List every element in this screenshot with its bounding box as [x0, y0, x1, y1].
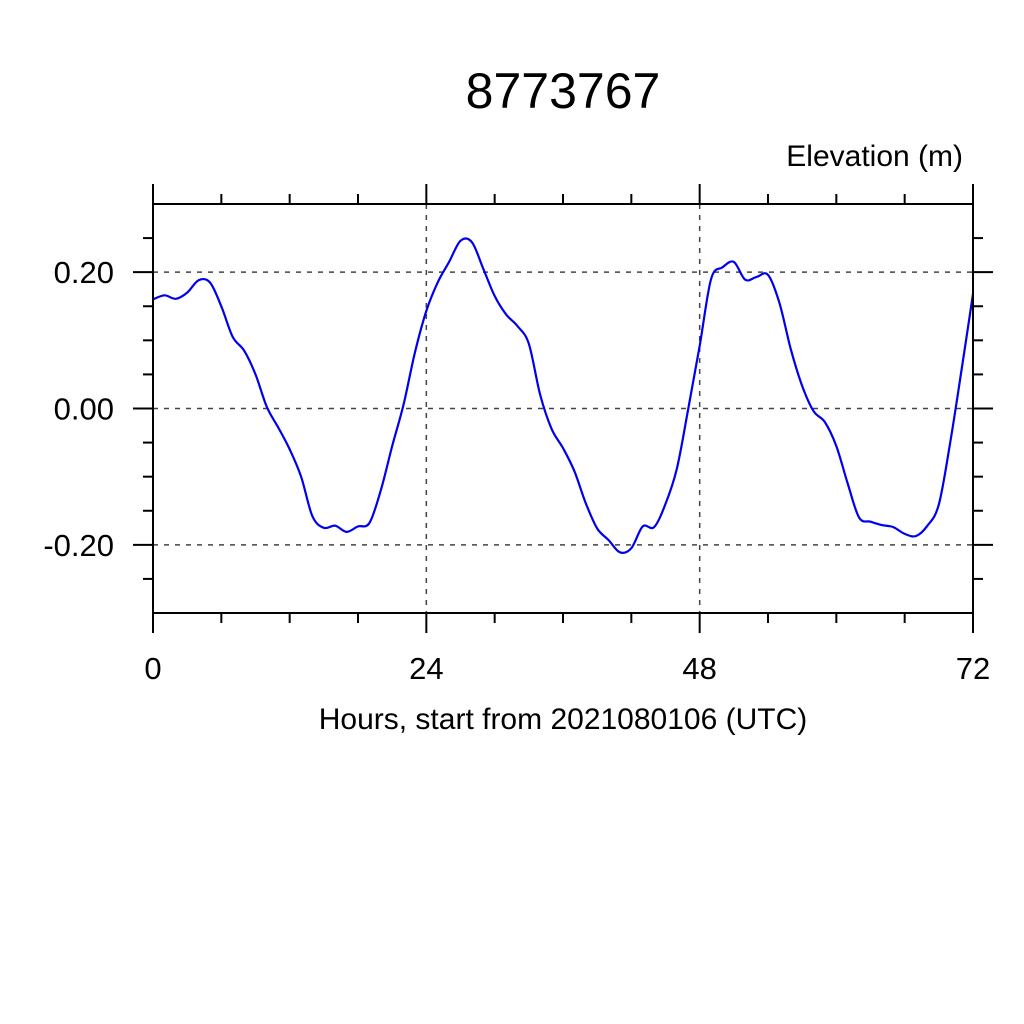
- x-tick-label: 72: [956, 651, 990, 686]
- elevation-line: [151, 237, 975, 554]
- x-axis-label: Hours, start from 2021080106 (UTC): [319, 703, 808, 736]
- y-tick-label: -0.20: [43, 528, 114, 563]
- chart-title: 8773767: [466, 63, 661, 119]
- x-tick-label: 48: [682, 651, 716, 686]
- x-tick-label: 24: [409, 651, 443, 686]
- gridlines-group: [153, 204, 974, 613]
- data-series-group: [151, 237, 975, 554]
- axis-ticks-group: [133, 184, 993, 633]
- elevation-unit-label: Elevation (m): [786, 140, 963, 173]
- x-tick-label: 0: [144, 651, 161, 686]
- y-tick-label: 0.00: [54, 392, 114, 427]
- tick-labels-group: 0 24 48 72 0.20 0.00 -0.20: [43, 255, 990, 686]
- y-tick-label: 0.20: [54, 255, 114, 290]
